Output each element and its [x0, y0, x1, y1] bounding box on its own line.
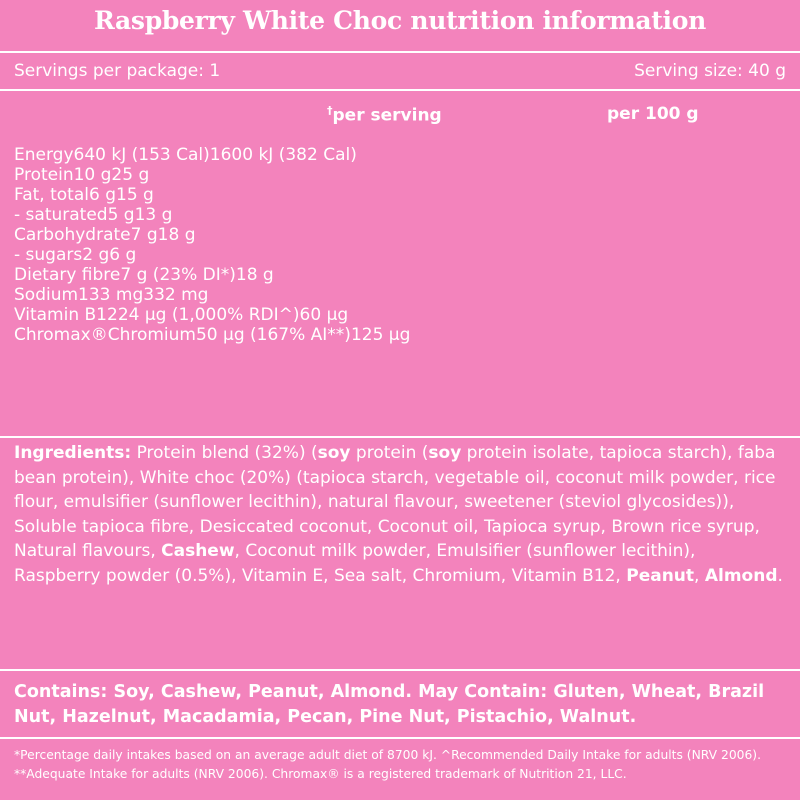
cell-value: 332 mg	[143, 285, 209, 305]
allergens: Contains: Soy, Cashew, Peanut, Almond. M…	[14, 682, 765, 727]
nutrient-name: - saturated	[14, 205, 108, 225]
ingredient-text: protein (	[350, 443, 429, 463]
nutrient-name: - sugars	[14, 245, 83, 265]
cell-value: 25 g	[111, 165, 150, 185]
table-row: Energy640 kJ (153 Cal)1600 kJ (382 Cal)	[14, 145, 794, 165]
cell-value: 6 g	[88, 185, 116, 205]
dagger: †	[327, 104, 333, 117]
cell-value: 10 g	[73, 165, 112, 185]
table-row: Vitamin B1224 µg (1,000% RDI^)60 µg	[14, 305, 794, 325]
column-label: per serving	[332, 105, 442, 126]
divider	[0, 436, 800, 438]
table-row: Carbohydrate7 g18 g	[14, 225, 794, 245]
cell-value: 13 g	[134, 205, 173, 225]
ingredient-bold: soy	[428, 443, 462, 463]
servings-per-package: Servings per package: 1	[14, 61, 221, 81]
divider	[0, 737, 800, 739]
table-row: Dietary fibre7 g (23% DI*)18 g	[14, 265, 794, 285]
cell-value: 1600 kJ (382 Cal)	[209, 145, 357, 165]
serving-size: Serving size: 40 g	[634, 61, 786, 81]
table-row: Fat, total6 g15 g	[14, 185, 794, 205]
cell-value: 2 g	[82, 245, 110, 265]
cell-value: 50 µg (167% AI**)	[195, 325, 351, 345]
cell-value: 640 kJ (153 Cal)	[73, 145, 210, 165]
footnote: *Percentage daily intakes based on an av…	[14, 748, 761, 781]
cell-value: 18 g	[157, 225, 196, 245]
table-row: Protein10 g25 g	[14, 165, 794, 185]
title: Raspberry White Choc nutrition informati…	[93, 6, 707, 35]
cell-value: 6 g	[109, 245, 137, 265]
nutrient-name: Sodium	[14, 285, 79, 305]
cell-value: 7 g	[130, 225, 158, 245]
cell-value: 133 mg	[78, 285, 144, 305]
divider	[0, 89, 800, 91]
nutrient-name: Protein	[14, 165, 74, 185]
ingredient-bold: Ingredients:	[14, 443, 132, 463]
table-row: - sugars2 g6 g	[14, 245, 794, 265]
ingredient-bold: Almond	[704, 565, 778, 586]
cell-value: 125 µg	[350, 325, 411, 345]
ingredient-bold: soy	[317, 443, 351, 463]
column-label: per 100 g	[607, 104, 699, 124]
nutrient-name: Carbohydrate	[14, 225, 131, 245]
cell-value: 24 µg (1,000% RDI^)	[117, 305, 300, 325]
nutrient-name: Dietary fibre	[14, 265, 121, 285]
servings: Servings per package: 1 Serving size: 40…	[14, 61, 786, 81]
cell-value: 15 g	[116, 185, 154, 205]
cell-value: 7 g (23% DI*)	[120, 265, 236, 285]
cell-value: 5 g	[107, 205, 135, 225]
table-row: Sodium133 mg332 mg	[14, 285, 794, 305]
divider	[0, 51, 800, 53]
nutrient-name: Energy	[14, 145, 74, 165]
cell-value: 18 g	[235, 265, 274, 285]
ingredient-bold: Peanut	[626, 565, 695, 586]
table-row: - saturated5 g13 g	[14, 205, 794, 225]
nutrient-name: Vitamin B12	[14, 305, 118, 325]
ingredient-bold: Cashew	[161, 541, 235, 562]
column-header: †per serving	[327, 104, 442, 126]
nutrient-name: Fat, total	[14, 185, 89, 205]
ingredient-text: protein isolate, tapioca starch), faba b…	[14, 443, 776, 562]
nutrient-name: Chromax®Chromium	[14, 325, 196, 345]
ingredient-text: ,	[694, 565, 705, 586]
table-row: Chromax®Chromium50 µg (167% AI**)125 µg	[14, 325, 794, 345]
nutrition-table: Energy640 kJ (153 Cal)1600 kJ (382 Cal) P…	[14, 145, 794, 345]
cell-value: 60 µg	[299, 305, 349, 325]
ingredient-text: , Coconut milk powder, Emulsifier (sunfl…	[14, 541, 696, 586]
divider	[0, 669, 800, 671]
ingredient-text: .	[777, 565, 783, 586]
ingredients: Ingredients: Protein blend (32%) (soy pr…	[14, 441, 786, 589]
column-header: per 100 g	[607, 104, 699, 124]
ingredient-text: Protein blend (32%) (	[131, 443, 318, 463]
